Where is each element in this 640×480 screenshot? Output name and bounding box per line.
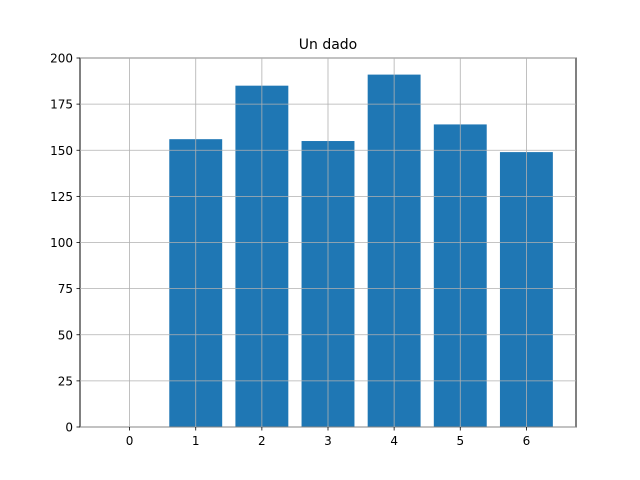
y-tick-label: 175 bbox=[50, 98, 73, 112]
y-tick-label: 125 bbox=[50, 190, 73, 204]
chart-title: Un dado bbox=[299, 37, 358, 53]
x-tick-label: 0 bbox=[126, 434, 134, 448]
y-tick-label: 150 bbox=[50, 144, 73, 158]
x-tick-label: 6 bbox=[523, 434, 531, 448]
x-tick-label: 2 bbox=[258, 434, 266, 448]
y-tick-label: 100 bbox=[50, 236, 73, 250]
y-tick-label: 25 bbox=[58, 374, 73, 388]
x-tick-label: 3 bbox=[324, 434, 332, 448]
bars-layer bbox=[169, 74, 553, 428]
x-tick-label: 4 bbox=[390, 434, 398, 448]
y-tick-label: 50 bbox=[58, 328, 73, 342]
x-tick-label: 5 bbox=[456, 434, 464, 448]
x-tick-label: 1 bbox=[192, 434, 200, 448]
y-tick-label: 200 bbox=[50, 52, 73, 66]
y-tick-label: 75 bbox=[58, 282, 73, 296]
ticks-layer: 0 1 2 3 4 5 6 0 25 50 75 100 125 150 175 200 bbox=[50, 52, 576, 448]
y-tick-label: 0 bbox=[65, 421, 73, 435]
